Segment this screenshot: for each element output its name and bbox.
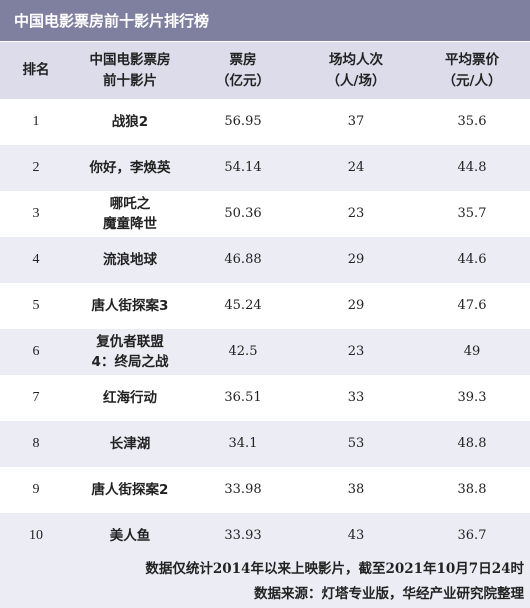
cell-avg-audience: 29 (347, 298, 365, 313)
cell-film: 哪吒之 魔童降世 (103, 196, 157, 232)
cell-rank: 2 (32, 160, 40, 175)
cell-rank: 8 (32, 436, 40, 451)
header-film: 中国电影票房 前十影片 (89, 51, 171, 89)
header-avg-price: 平均票价 （元/人） (442, 51, 502, 89)
cell-avg-price: 49 (463, 344, 481, 359)
table-title: 中国电影票房前十影片排行榜 (0, 0, 530, 41)
table-row: 3 哪吒之 魔童降世 50.36 23 35.7 (0, 191, 530, 237)
table-row: 9 唐人街探案2 33.98 38 38.8 (0, 467, 530, 513)
cell-avg-price: 35.6 (457, 114, 487, 129)
table-row: 10 美人鱼 33.93 43 36.7 (0, 513, 530, 559)
table-row: 6 复仇者联盟 4：终局之战 42.5 23 49 (0, 329, 530, 375)
cell-rank: 10 (29, 528, 43, 543)
cell-rank: 6 (32, 344, 40, 359)
cell-film: 流浪地球 (103, 252, 157, 268)
cell-film: 复仇者联盟 4：终局之战 (91, 334, 169, 370)
cell-avg-audience: 53 (347, 436, 365, 451)
cell-avg-audience: 29 (347, 252, 365, 267)
cell-box-office: 46.88 (224, 252, 262, 267)
cell-film: 唐人街探案2 (91, 482, 169, 498)
cell-rank: 4 (32, 252, 40, 267)
cell-box-office: 33.98 (224, 482, 262, 497)
table-footer: 数据仅统计2014年以来上映影片，截至2021年10月7日24时 数据来源：灯塔… (0, 553, 530, 608)
cell-avg-price: 47.6 (457, 298, 487, 313)
footer-source: 数据来源：灯塔专业版，华经产业研究院整理 (254, 586, 524, 602)
cell-avg-price: 35.7 (457, 206, 487, 221)
cell-box-office: 50.36 (224, 206, 262, 221)
table-body: 1 战狼2 56.95 37 35.6 2 你好，李焕英 54.14 24 44… (0, 99, 530, 559)
cell-avg-price: 44.6 (457, 252, 487, 267)
cell-film: 红海行动 (103, 390, 157, 406)
cell-avg-price: 48.8 (457, 436, 487, 451)
cell-film: 战狼2 (111, 114, 149, 130)
cell-box-office: 34.1 (228, 436, 258, 451)
header-rank: 排名 (22, 62, 50, 78)
cell-film: 美人鱼 (109, 528, 151, 544)
table-row: 7 红海行动 36.51 33 39.3 (0, 375, 530, 421)
cell-film: 唐人街探案3 (91, 298, 169, 314)
cell-rank: 7 (32, 390, 40, 405)
cell-rank: 9 (32, 482, 40, 497)
cell-rank: 1 (32, 114, 40, 129)
cell-film: 你好，李焕英 (89, 160, 171, 176)
cell-avg-audience: 23 (347, 206, 365, 221)
cell-box-office: 45.24 (224, 298, 262, 313)
table-header: 排名 中国电影票房 前十影片 票房 （亿元） 场均人次 （人/场） 平均票价 （… (0, 41, 530, 99)
header-box-office: 票房 （亿元） (216, 51, 270, 89)
cell-avg-price: 44.8 (457, 160, 487, 175)
footer-note: 数据仅统计2014年以来上映影片，截至2021年10月7日24时 (145, 561, 524, 577)
cell-box-office: 56.95 (224, 114, 262, 129)
cell-box-office: 54.14 (224, 160, 262, 175)
cell-avg-audience: 23 (347, 344, 365, 359)
cell-avg-audience: 38 (347, 482, 365, 497)
table-row: 2 你好，李焕英 54.14 24 44.8 (0, 145, 530, 191)
cell-avg-price: 39.3 (457, 390, 487, 405)
cell-box-office: 33.93 (224, 528, 262, 543)
cell-avg-audience: 37 (347, 114, 365, 129)
cell-avg-price: 38.8 (457, 482, 487, 497)
cell-box-office: 36.51 (224, 390, 262, 405)
table-row: 5 唐人街探案3 45.24 29 47.6 (0, 283, 530, 329)
cell-rank: 3 (32, 206, 40, 221)
cell-avg-audience: 24 (347, 160, 365, 175)
cell-avg-price: 36.7 (457, 528, 487, 543)
cell-film: 长津湖 (109, 436, 151, 452)
header-avg-audience: 场均人次 （人/场） (326, 51, 386, 89)
cell-rank: 5 (32, 298, 40, 313)
table-row: 1 战狼2 56.95 37 35.6 (0, 99, 530, 145)
cell-box-office: 42.5 (228, 344, 258, 359)
cell-avg-audience: 33 (347, 390, 365, 405)
cell-avg-audience: 43 (347, 528, 365, 543)
table-row: 4 流浪地球 46.88 29 44.6 (0, 237, 530, 283)
table-row: 8 长津湖 34.1 53 48.8 (0, 421, 530, 467)
